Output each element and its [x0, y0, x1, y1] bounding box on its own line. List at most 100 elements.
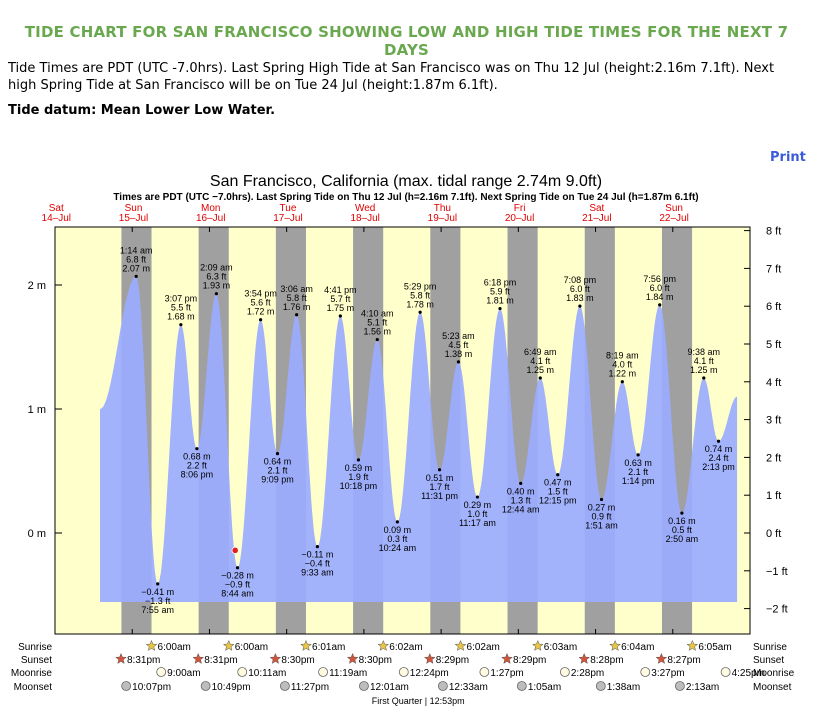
high-tide-point	[538, 376, 542, 380]
sunrise-icon	[531, 639, 544, 651]
y-left-label: 2 m	[28, 280, 46, 292]
low-tide-label: 11:17 am	[459, 518, 496, 528]
low-tide-label: 2:13 pm	[702, 462, 735, 472]
y-right-label: 2 ft	[766, 452, 781, 464]
high-tide-label: 1.22 m	[609, 369, 637, 379]
high-tide-point	[620, 380, 624, 384]
high-tide-point	[702, 376, 706, 380]
high-tide-point	[134, 274, 138, 278]
sunset-icon	[423, 652, 436, 664]
sunrise-time: 6:04am	[621, 642, 654, 653]
moonrise-icon	[640, 667, 651, 677]
low-tide-label: −1.3 ft	[145, 596, 171, 606]
low-tide-label: 0.40 m	[507, 486, 535, 496]
moonset-time: 10:49pm	[212, 682, 251, 693]
y-right-label: −1 ft	[766, 566, 788, 578]
sunrise-icon	[609, 639, 621, 651]
moonset-icon	[359, 681, 369, 691]
high-tide-label: 5.7 ft	[330, 294, 351, 304]
day-date: 19–Jul	[428, 213, 457, 224]
moonset-icon	[279, 681, 290, 691]
moon-phase-label: First Quarter | 12:53pm	[372, 696, 465, 706]
moonset-icon	[200, 681, 211, 691]
high-tide-label: 5.8 ft	[410, 290, 431, 300]
low-tide-label: −0.4 ft	[305, 559, 331, 569]
high-tide-label: 1.83 m	[566, 293, 594, 303]
sunset-time: 8:30pm	[359, 655, 392, 666]
high-tide-label: 1.25 m	[527, 365, 555, 375]
low-tide-label: 1.3 ft	[511, 495, 532, 505]
low-tide-label: 0.09 m	[384, 525, 412, 535]
y-right-label: 7 ft	[766, 263, 781, 275]
moonset-time: 1:38am	[607, 682, 640, 693]
high-tide-label: 3:54 pm	[244, 289, 277, 299]
tide-curve	[100, 276, 738, 602]
high-tide-label: 1.81 m	[486, 296, 514, 306]
high-tide-label: 3:07 pm	[165, 294, 198, 304]
high-tide-label: 6.0 ft	[650, 283, 671, 293]
high-tide-label: 5:29 pm	[404, 281, 437, 291]
sunset-time: 8:27pm	[667, 655, 700, 666]
day-name: Mon	[201, 203, 220, 214]
high-tide-label: 5.5 ft	[171, 303, 192, 313]
plot-frame	[54, 226, 751, 635]
moonset-icon	[121, 681, 132, 691]
day-date: 16–Jul	[196, 213, 225, 224]
day-date: 22–Jul	[659, 213, 688, 224]
day-name: Thu	[434, 203, 451, 214]
high-tide-label: 8:19 am	[606, 351, 639, 361]
low-tide-point	[235, 566, 240, 570]
high-tide-label: 5.6 ft	[251, 298, 272, 308]
low-tide-point	[156, 582, 160, 586]
day-date: 14–Jul	[42, 213, 71, 224]
low-tide-label: 2.1 ft	[267, 466, 288, 476]
sunset-time: 8:31pm	[204, 655, 237, 666]
day-name: Wed	[355, 203, 375, 214]
low-tide-label: −0.9 ft	[225, 580, 251, 590]
low-tide-label: −0.11 m	[301, 550, 333, 560]
moonset-time: 10:07pm	[132, 682, 171, 693]
high-tide-label: 6.3 ft	[206, 272, 227, 282]
high-tide-point	[295, 313, 299, 317]
high-tide-point	[179, 323, 183, 327]
sunset-row-label-right: Sunset	[753, 655, 784, 666]
y-right-label: 1 ft	[766, 490, 781, 502]
y-right-label: −2 ft	[766, 604, 788, 616]
low-tide-point	[475, 495, 480, 499]
moonrise-icon	[479, 667, 490, 677]
low-tide-label: 2.1 ft	[628, 467, 649, 477]
low-tide-point	[636, 453, 640, 457]
low-tide-label: −0.28 m	[221, 571, 254, 581]
high-tide-label: 1.56 m	[364, 327, 392, 337]
chart-axes: 2 m 1 m 0 m 8 ft 7 ft 6 ft 5 ft 4 ft 3 ft 2 ft 1 f…	[28, 226, 788, 634]
high-tide-point	[375, 337, 379, 342]
high-tide-label: 2:09 am	[200, 263, 233, 273]
low-tide-label: 12:15 pm	[539, 496, 577, 506]
sunset-icon	[115, 652, 127, 664]
high-tide-label: 4.1 ft	[530, 356, 551, 366]
moonrise-time: 2:28pm	[571, 668, 604, 679]
low-tide-point	[275, 452, 280, 456]
high-tide-label: 4.1 ft	[694, 356, 715, 366]
high-tide-label: 3:06 am	[280, 284, 313, 294]
y-left-label: 0 m	[28, 528, 46, 540]
tide-annotations: 1:14 am6.8 ft2.07 m −0.41 m−1.3 ft7:55 am…	[120, 245, 735, 615]
moonrise-time: 9:00am	[167, 668, 200, 679]
high-tide-point	[338, 314, 342, 318]
sunrise-row-label-right: Sunrise	[753, 642, 787, 653]
low-tide-label: 0.51 m	[426, 473, 454, 483]
low-tide-label: 0.64 m	[264, 457, 292, 467]
print-link[interactable]: Print	[770, 150, 806, 165]
sunrise-icon	[222, 639, 235, 651]
moonset-icon	[437, 681, 448, 691]
sunset-time: 8:29pm	[436, 655, 469, 666]
high-tide-label: 7:56 pm	[643, 274, 676, 284]
day-name: Sun	[665, 203, 683, 214]
day-name: Sun	[125, 203, 143, 214]
low-tide-point	[195, 447, 199, 451]
moonset-time: 12:33am	[449, 682, 488, 693]
tide-times-intro: Tide Times are PDT (UTC -7.0hrs). Last S…	[8, 61, 775, 93]
chart-subtitle: Times are PDT (UTC −7.0hrs). Last Spring…	[113, 192, 698, 203]
moonrise-icon	[720, 667, 731, 677]
low-tide-label: 12:44 am	[502, 504, 540, 514]
